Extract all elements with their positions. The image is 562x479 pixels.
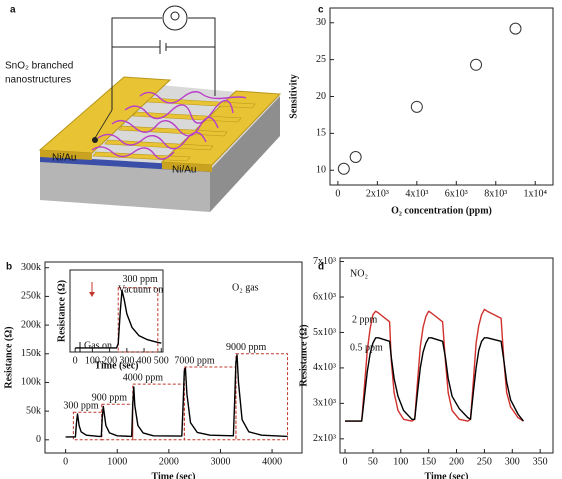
line-series <box>345 337 524 422</box>
electrode-label: Ni/Au <box>52 153 76 164</box>
y-tick-label: 30 <box>316 17 326 28</box>
x-tick-label: 200 <box>449 456 464 467</box>
plot-frame <box>69 269 164 353</box>
point <box>470 58 483 71</box>
region-label: 7000 ppm <box>174 355 215 366</box>
region <box>235 353 289 441</box>
region <box>117 287 159 353</box>
y-tick-label: 4x10³ <box>313 362 336 373</box>
y-tick-label: 300k <box>21 262 41 273</box>
y-tick-label: 200k <box>21 319 41 330</box>
circuit <box>94 5 216 139</box>
annotation: Gas on <box>84 340 112 351</box>
x-tick-label: 1x10⁴ <box>523 188 547 199</box>
x-tick-label: 4000 <box>262 456 282 467</box>
region-label: 300 ppm <box>63 401 98 412</box>
arrow-head <box>89 292 95 297</box>
point <box>509 22 522 35</box>
region-label: 900 ppm <box>92 393 128 404</box>
substrate-side <box>210 96 280 212</box>
x-tick-label: 0 <box>335 188 340 199</box>
line-series <box>75 289 162 349</box>
y-tick-label: 7x10³ <box>313 256 336 267</box>
y-axis-label: Sensitivity <box>288 74 299 118</box>
x-tick-label: 1000 <box>107 456 127 467</box>
substrate-front <box>40 160 210 212</box>
annotation: O₂ gas <box>232 282 259 293</box>
x-tick-label: 350 <box>533 456 548 467</box>
x-tick-label: 400 <box>137 355 152 366</box>
annotation: nanostructures <box>5 75 71 86</box>
y-axis-label: Resistance (Ω) <box>298 324 309 386</box>
y-tick-label: 50k <box>26 405 41 416</box>
electrode-front <box>40 150 92 160</box>
schematic: a SnO₂ branched nanostructures Ni/Au Ni/… <box>5 5 282 212</box>
legend-label: 2 ppm <box>352 314 378 325</box>
x-tick-label: 4x10³ <box>405 188 428 199</box>
point <box>349 150 362 163</box>
panel-label: d <box>318 262 324 273</box>
x-tick-label: 8x10³ <box>484 188 507 199</box>
electrode-label: Ni/Au <box>172 165 196 176</box>
x-tick-label: 100 <box>393 456 408 467</box>
y-tick-label: 15 <box>316 128 326 139</box>
x-tick-label: 300 <box>119 355 134 366</box>
x-tick-label: 3000 <box>210 456 230 467</box>
x-tick-label: 200 <box>102 355 117 366</box>
x-axis-label: Time (sec) <box>152 471 196 479</box>
x-tick-label: 2x10³ <box>366 188 389 199</box>
x-tick-label: 150 <box>421 456 436 467</box>
y-axis-label: Resistance (Ω) <box>3 326 14 388</box>
y-tick-label: 150k <box>21 348 41 359</box>
plot-frame <box>329 7 554 186</box>
plot-frame <box>339 257 554 454</box>
x-tick-label: 6x10³ <box>445 188 468 199</box>
line-series <box>345 308 524 422</box>
y-axis-label: Resistance (Ω) <box>56 280 67 342</box>
y-tick-label: 100k <box>21 377 41 388</box>
x-tick-label: 100 <box>85 355 100 366</box>
annotation: NO₂ <box>350 268 368 279</box>
y-tick-label: 10 <box>316 165 326 176</box>
y-tick-label: 3x10³ <box>313 398 336 409</box>
x-tick-label: 2000 <box>159 456 179 467</box>
y-tick-label: 250k <box>21 291 41 302</box>
point <box>410 100 423 113</box>
region-label: 9000 ppm <box>226 342 267 353</box>
electrode-front <box>162 162 212 172</box>
y-tick-label: 5x10³ <box>313 327 336 338</box>
x-axis-label: Time (sec) <box>95 360 139 371</box>
panel-label: c <box>318 5 324 16</box>
y-tick-label: 0 <box>36 434 41 445</box>
x-tick-label: 500 <box>154 355 169 366</box>
contact <box>92 137 98 143</box>
x-tick-label: 0 <box>63 456 68 467</box>
nanostructures <box>91 91 247 160</box>
panel-label: b <box>6 262 12 273</box>
point <box>337 162 350 175</box>
annotation: SnO₂ branched <box>5 61 73 72</box>
x-axis-label: O₂ concentration (ppm) <box>391 205 492 216</box>
y-tick-label: 6x10³ <box>313 291 336 302</box>
line-series <box>65 354 288 438</box>
region-label: 4000 ppm <box>123 372 164 383</box>
annotation: Vacuum on <box>118 284 163 295</box>
legend-label: 0.5 ppm <box>350 342 383 353</box>
x-tick-label: 250 <box>477 456 492 467</box>
region-label: 300 ppm <box>123 274 159 285</box>
x-tick-label: 50 <box>368 456 378 467</box>
x-tick-label: 0 <box>73 355 78 366</box>
y-tick-label: 25 <box>316 54 326 65</box>
x-tick-label: 0 <box>343 456 348 467</box>
y-tick-label: 20 <box>316 91 326 102</box>
panel-label: a <box>10 5 16 16</box>
x-tick-label: 300 <box>505 456 520 467</box>
x-axis-label: Time (sec) <box>425 471 469 479</box>
y-tick-label: 2x10³ <box>313 433 336 444</box>
region <box>183 366 237 441</box>
